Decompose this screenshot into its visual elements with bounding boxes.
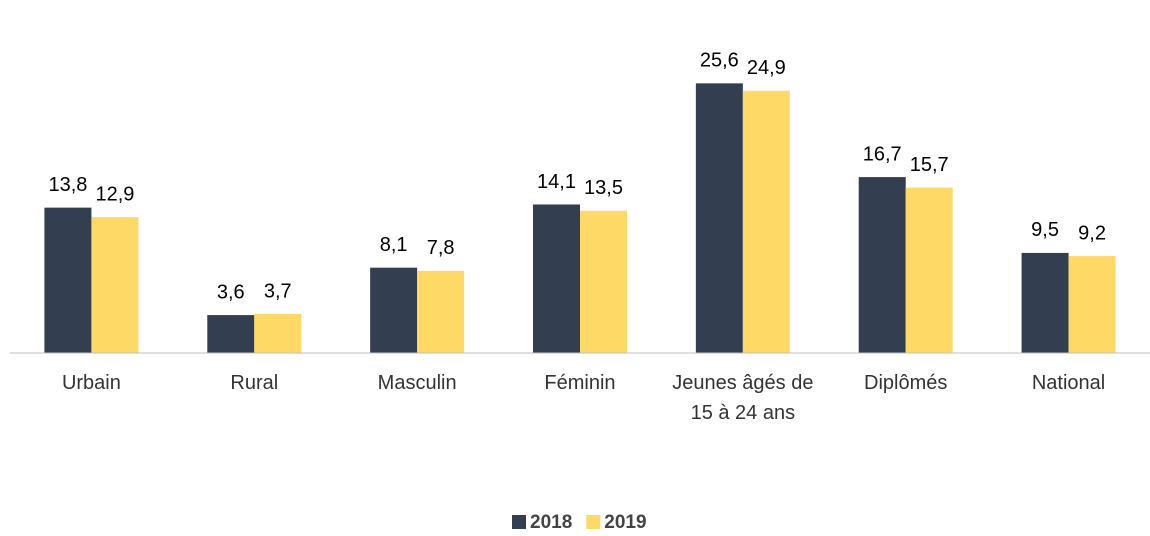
- bar: [207, 315, 255, 353]
- x-tick-label: National: [1031, 372, 1106, 394]
- data-label: 14,1: [537, 171, 576, 193]
- bar: [858, 177, 906, 353]
- bar: [370, 267, 418, 353]
- x-tick-label: Féminin: [544, 372, 616, 394]
- data-label: 3,7: [264, 280, 292, 302]
- bar: [533, 204, 580, 353]
- data-label: 24,9: [747, 57, 786, 79]
- bar: [742, 90, 790, 353]
- bar: [1021, 252, 1069, 353]
- bar: [91, 217, 139, 353]
- x-tick-label: Diplômés: [864, 372, 948, 394]
- x-tick-label: Rural: [230, 372, 279, 394]
- x-tick-label: Urbain: [61, 372, 121, 394]
- data-label: 9,2: [1078, 222, 1106, 244]
- data-label: 13,8: [48, 174, 87, 196]
- data-label: 13,5: [584, 177, 623, 199]
- legend-label: 2019: [604, 512, 646, 533]
- legend-swatch: [586, 515, 601, 529]
- data-label: 8,1: [380, 234, 408, 256]
- x-tick-label: Masculin: [377, 372, 457, 394]
- bar: [695, 83, 743, 353]
- data-label: 16,7: [863, 143, 902, 165]
- x-tick-label: Jeunes âgés de 15 à 24 ans: [672, 372, 814, 424]
- data-label: 25,6: [700, 50, 739, 72]
- bar: [1068, 256, 1116, 353]
- legend-swatch: [512, 515, 526, 529]
- data-label: 12,9: [95, 183, 134, 205]
- bar: [580, 210, 627, 353]
- data-label: 15,7: [910, 154, 949, 176]
- data-label: 3,6: [217, 281, 245, 303]
- data-label: 7,8: [427, 237, 455, 259]
- bar: [44, 207, 92, 353]
- bar: [254, 314, 302, 353]
- bar: [417, 270, 465, 353]
- bar: [905, 187, 953, 353]
- legend-label: 2018: [530, 512, 572, 533]
- data-label: 9,5: [1031, 219, 1059, 241]
